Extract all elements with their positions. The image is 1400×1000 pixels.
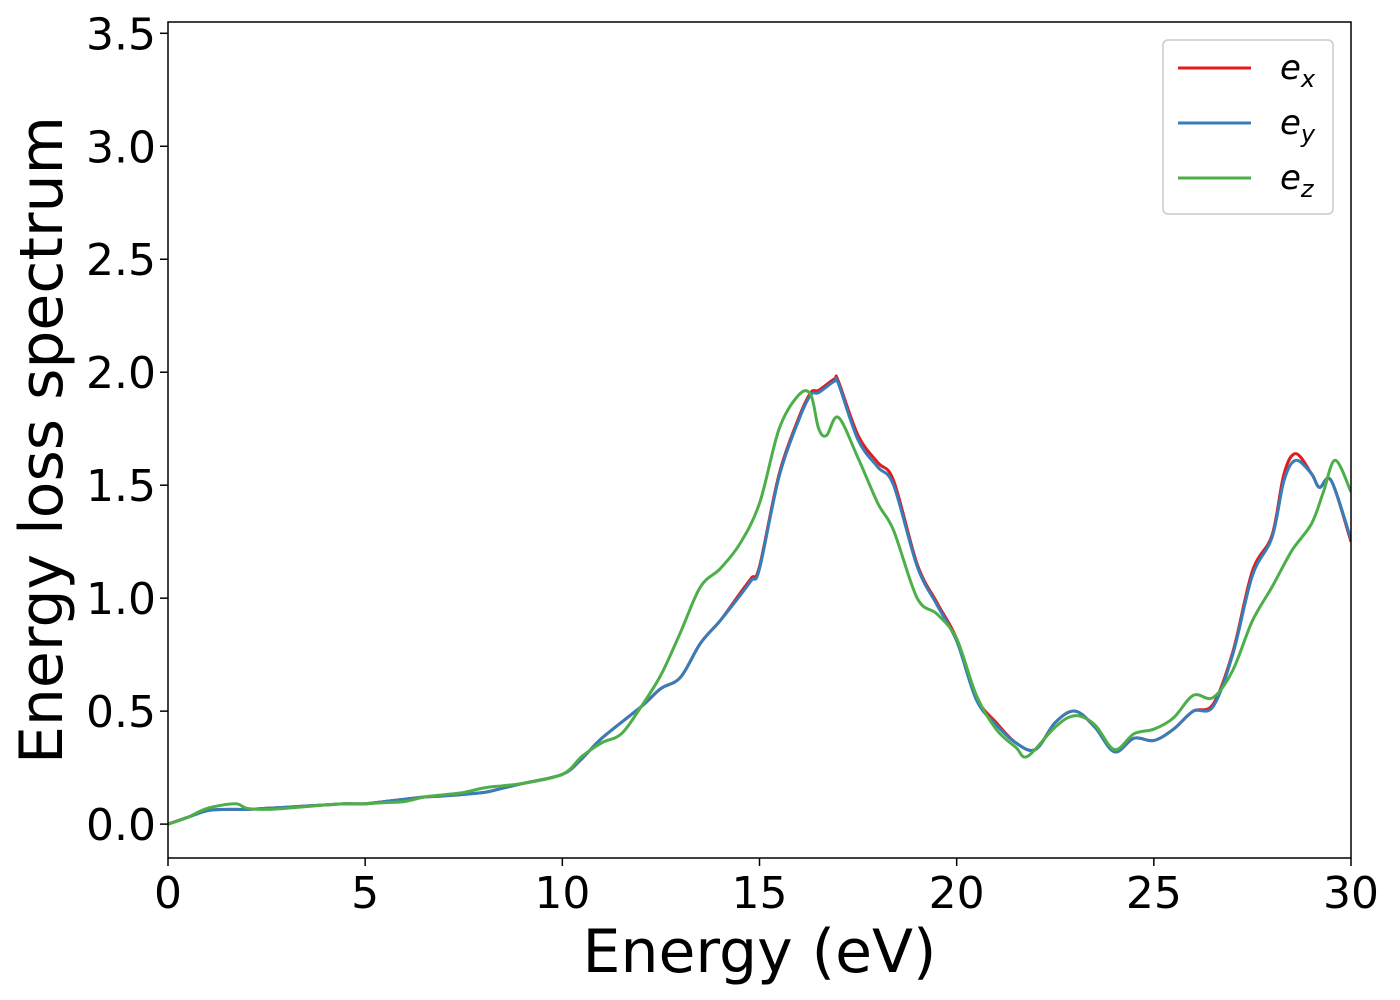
x-tick-label: 15 [732,868,788,919]
legend-label-ex: ex [1280,48,1316,93]
y-axis-ticks: 0.0 0.5 1.0 1.5 2.0 2.5 3.0 3.5 [86,9,168,851]
series-line-ey [168,376,1351,826]
x-tick-label: 20 [929,868,985,919]
y-tick-label: 0.0 [86,800,156,851]
x-tick-label: 25 [1126,868,1182,919]
x-tick-label: 10 [534,868,590,919]
series-line-ez [168,389,1351,826]
legend-label-ez: ez [1280,158,1315,203]
x-tick-label: 0 [154,868,182,919]
legend-box [1162,39,1334,215]
y-tick-label: 3.0 [86,122,156,173]
y-axis-label: Energy loss spectrum [7,116,77,764]
x-tick-label: 30 [1323,868,1379,919]
x-axis-ticks: 0 5 10 15 20 25 30 [154,858,1379,919]
y-tick-label: 2.5 [86,235,156,286]
y-tick-label: 3.5 [86,9,156,60]
series-layer [168,374,1351,826]
x-tick-label: 5 [351,868,379,919]
y-tick-label: 2.0 [86,348,156,399]
y-tick-label: 0.5 [86,687,156,738]
x-axis-label: Energy (eV) [583,917,937,987]
series-line-ex [168,374,1351,826]
legend: ex ey ez [1162,39,1334,215]
y-tick-label: 1.5 [86,461,156,512]
y-tick-label: 1.0 [86,574,156,625]
legend-label-ey: ey [1280,103,1316,148]
